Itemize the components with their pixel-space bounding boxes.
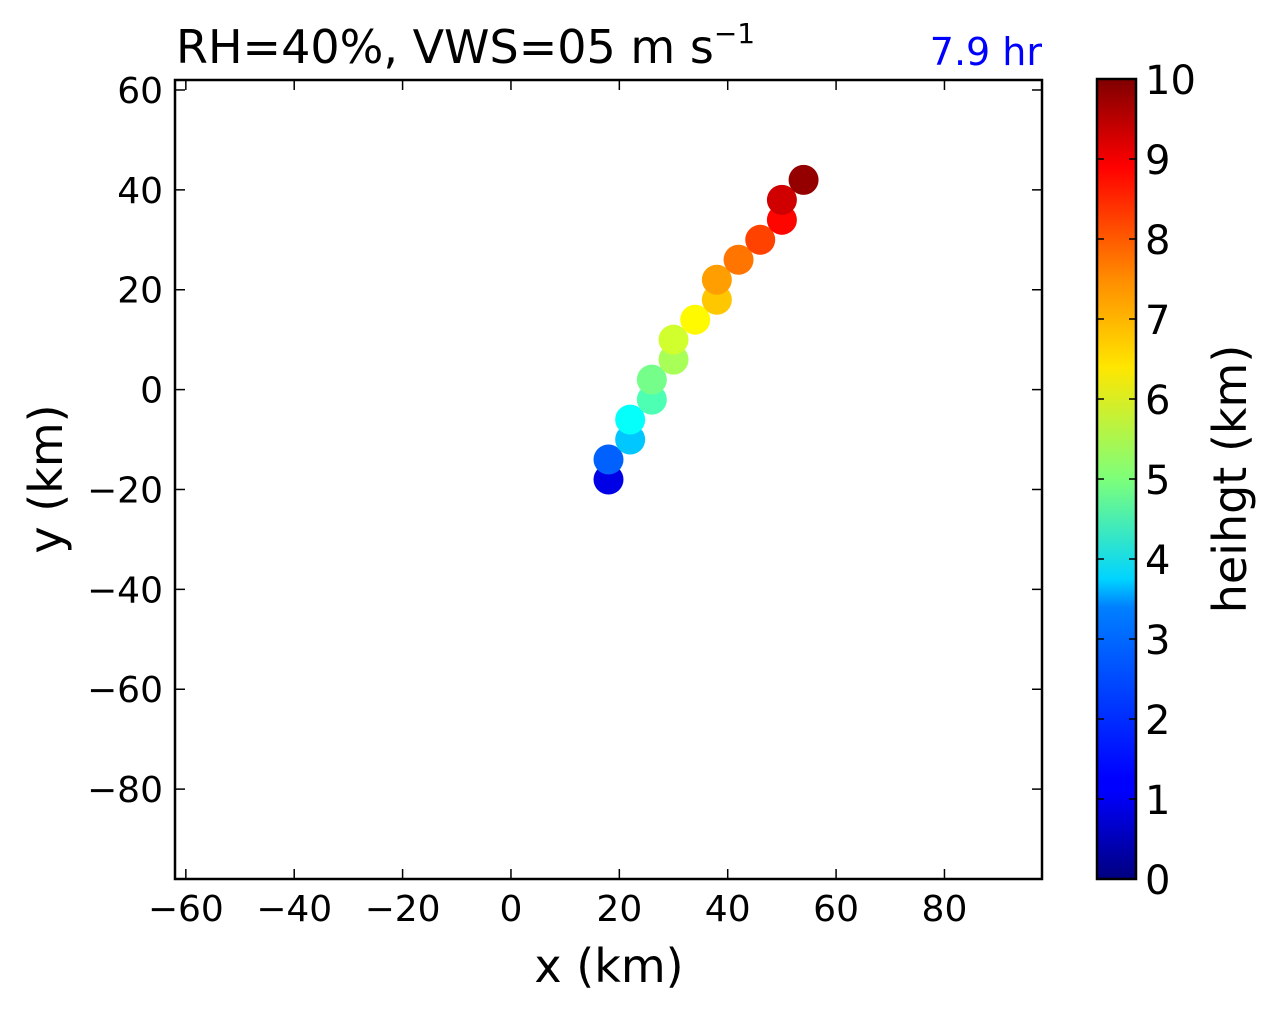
colorbar-tick-label: 9 (1145, 138, 1170, 184)
y-tick-label: 20 (117, 271, 163, 312)
scatter-point (636, 364, 667, 395)
chart-title-main: RH=40%, VWS=05 m s (176, 20, 714, 74)
y-tick-label: 40 (117, 171, 163, 212)
scatter-point (723, 244, 754, 275)
chart-title: RH=40%, VWS=05 m s−1 (176, 17, 755, 74)
colorbar-tick-label: 0 (1145, 858, 1170, 904)
scatter-point (593, 444, 624, 475)
colorbar-ticks (1097, 78, 1136, 880)
y-tick-label: −60 (87, 670, 163, 711)
x-tick-label: −20 (365, 889, 441, 930)
colorbar-tick-label: 6 (1145, 378, 1170, 424)
scatter-point (788, 164, 819, 195)
y-tick-label: 60 (117, 71, 163, 112)
time-annotation: 7.9 hr (930, 30, 1043, 74)
scatter-point (766, 184, 797, 215)
x-tick-label: 20 (596, 889, 642, 930)
colorbar-tick-label: 1 (1145, 778, 1170, 824)
y-tick-label: 0 (140, 371, 163, 412)
x-tick-label: −40 (256, 889, 332, 930)
y-axis-label: y (km) (19, 404, 73, 553)
scatter-point (615, 404, 646, 435)
x-tick-label: 60 (813, 889, 859, 930)
chart-title-exponent: −1 (714, 17, 755, 50)
scatter-point (745, 224, 776, 255)
colorbar-label: heihgt (km) (1203, 345, 1257, 614)
colorbar-tick-label: 4 (1145, 538, 1170, 584)
y-tick-label: −40 (87, 570, 163, 611)
colorbar-tick-labels: 0 1 2 3 4 5 6 7 8 9 10 (1145, 58, 1196, 904)
colorbar-tick-label: 5 (1145, 458, 1170, 504)
colorbar-tick-label: 8 (1145, 218, 1170, 264)
x-tick-label: 80 (922, 889, 968, 930)
scatter-point (680, 304, 711, 335)
scatter-point (701, 264, 732, 295)
scatter-point (658, 324, 689, 355)
colorbar-tick-label: 3 (1145, 618, 1170, 664)
colorbar-tick-label: 7 (1145, 298, 1170, 344)
colorbar-tick-label: 10 (1145, 58, 1196, 104)
plot-area-frame (173, 78, 1044, 881)
y-tick-labels: 60 40 20 0 −20 −40 −60 −80 (87, 71, 163, 811)
colorbar-tick-label: 2 (1145, 698, 1170, 744)
x-axis-label: x (km) (534, 939, 683, 993)
y-tick-label: −20 (87, 470, 163, 511)
x-tick-label: 0 (500, 889, 523, 930)
axis-ticks (175, 80, 1042, 879)
x-tick-labels: −60 −40 −20 0 20 40 60 80 (148, 889, 968, 930)
x-tick-label: −60 (148, 889, 224, 930)
x-tick-label: 40 (705, 889, 751, 930)
scatter-points (593, 164, 819, 495)
y-tick-label: −80 (87, 770, 163, 811)
